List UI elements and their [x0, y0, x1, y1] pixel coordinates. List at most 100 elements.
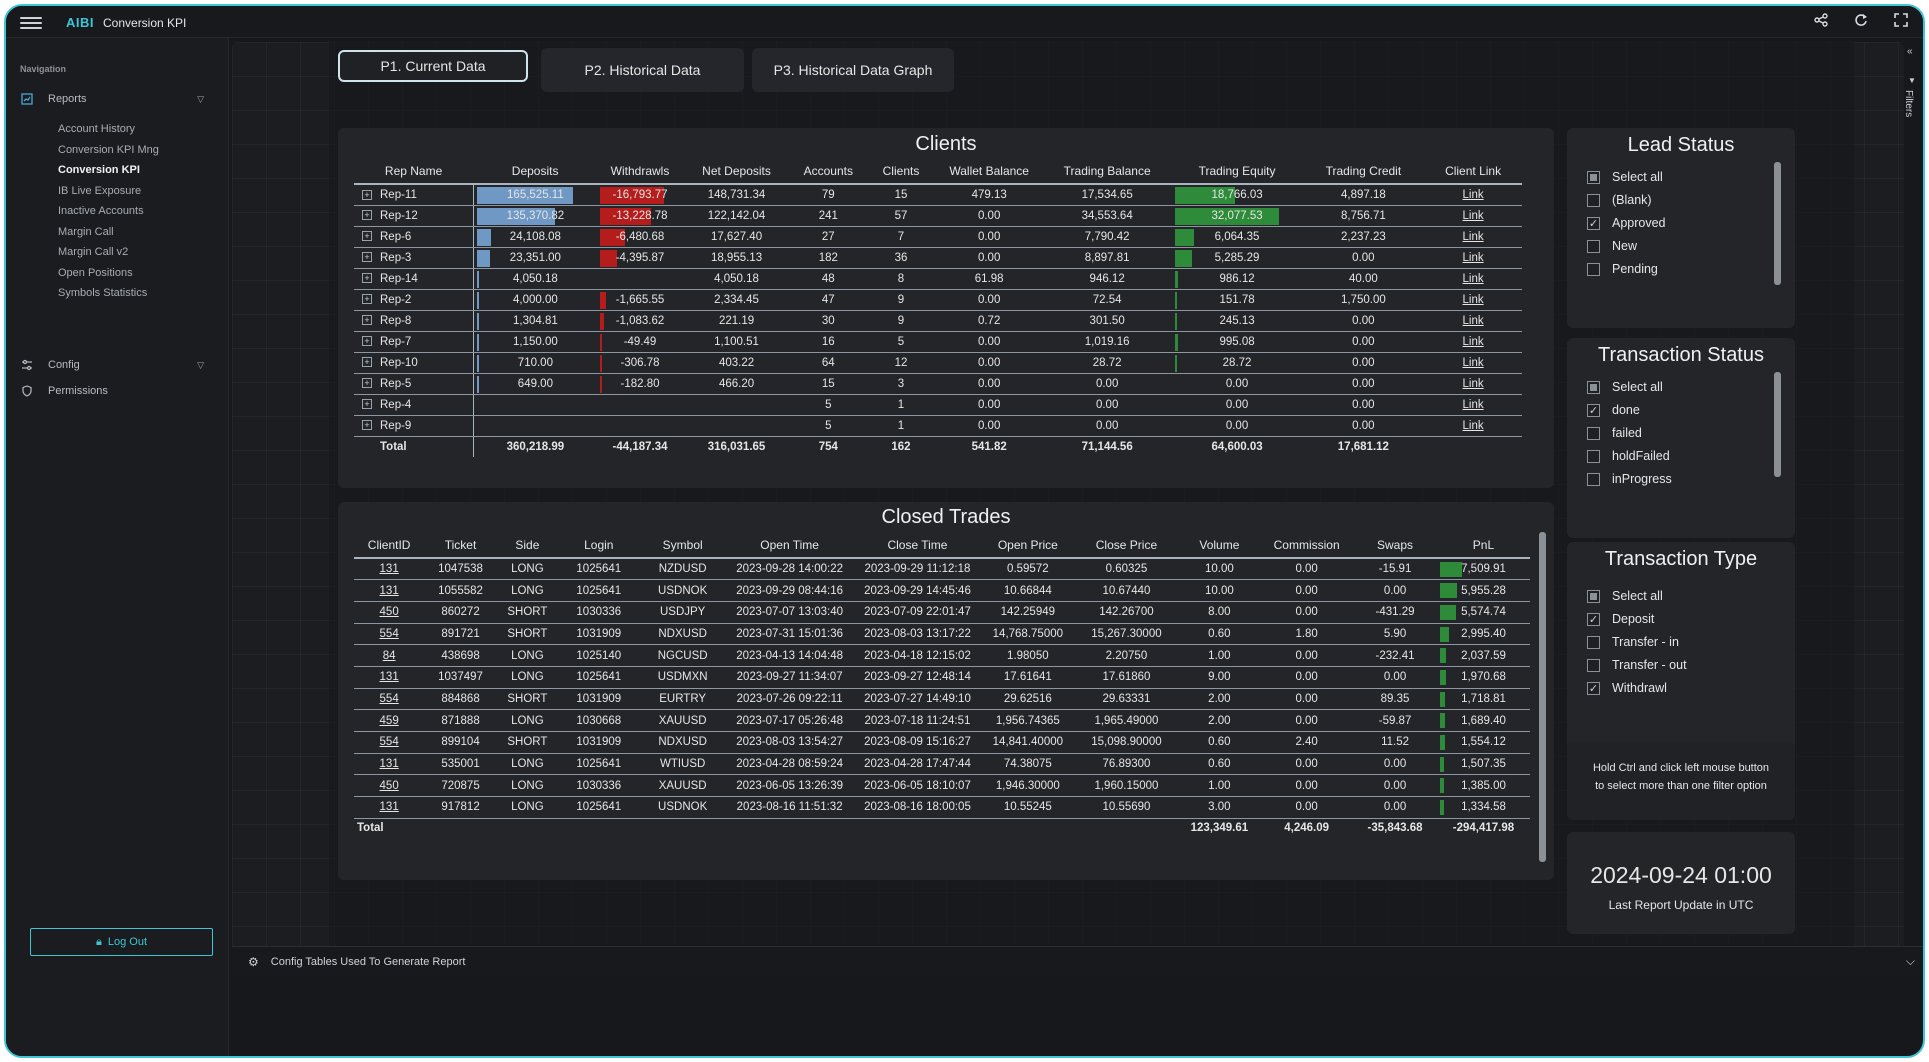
trades-col-header[interactable]: Login [558, 532, 640, 559]
config-tables-bar[interactable]: ⚙ Config Tables Used To Generate Report … [232, 946, 1923, 976]
table-row[interactable]: + Rep-14 4,050.18 4,050.18 48 8 61.98 946.12 986… [354, 268, 1522, 290]
expand-icon[interactable]: + [362, 273, 372, 284]
clients-col-header[interactable]: Trading Equity [1171, 158, 1303, 185]
client-id-link[interactable]: 554 [379, 692, 399, 705]
tab-historical-graph[interactable]: P3. Historical Data Graph [752, 48, 954, 92]
client-link[interactable]: Link [1462, 230, 1484, 243]
table-row[interactable]: 131 1047538 LONG 1025641 NZDUSD 2023-09-28 14… [354, 558, 1530, 581]
sidebar-item-ib-live-exposure[interactable]: IB Live Exposure [58, 184, 142, 197]
client-id-link[interactable]: 84 [382, 649, 396, 662]
expand-icon[interactable]: + [362, 420, 372, 431]
filter-option[interactable]: (Blank) [1587, 193, 1652, 207]
table-row[interactable]: + Rep-7 1,150.00 -49.49 1,100.51 16 5 0.00 1,019… [354, 331, 1522, 353]
table-row[interactable]: + Rep-6 24,108.08 -6,480.68 17,627.40 27 7 0.00… [354, 226, 1522, 248]
expand-icon[interactable]: + [362, 336, 372, 347]
fullscreen-icon[interactable] [1893, 13, 1909, 29]
filter-option[interactable]: ✓ done [1587, 403, 1640, 417]
trades-col-header[interactable]: Side [496, 532, 558, 559]
client-id-link[interactable]: 131 [379, 671, 399, 684]
checkbox[interactable]: ✓ [1587, 216, 1600, 230]
table-row[interactable]: 554 884868 SHORT 1031909 EURTRY 2023-07-26 09… [354, 688, 1530, 711]
trades-col-header[interactable]: Symbol [639, 532, 726, 559]
table-row[interactable]: 554 899104 SHORT 1031909 NDXUSD 2023-08-03 13… [354, 731, 1530, 754]
client-id-link[interactable]: 554 [379, 736, 399, 749]
trades-col-header[interactable]: Ticket [424, 532, 497, 559]
trades-col-header[interactable]: PnL [1436, 532, 1530, 559]
checkbox[interactable] [1587, 239, 1600, 253]
clients-col-header[interactable]: Trading Credit [1302, 158, 1425, 185]
table-row[interactable]: 131 1037497 LONG 1025641 USDMXN 2023-09-27 11… [354, 666, 1530, 689]
nav-permissions[interactable]: Permissions [20, 382, 108, 400]
checkbox[interactable]: ✓ [1587, 403, 1600, 417]
trades-scrollbar[interactable] [1539, 532, 1546, 862]
refresh-icon[interactable] [1853, 13, 1869, 29]
table-row[interactable]: + Rep-4 5 1 0.00 0.00 0.00 0.00 Link [354, 394, 1522, 416]
table-row[interactable]: + Rep-10 710.00 -306.78 403.22 64 12 0.00 28.72 2… [354, 352, 1522, 374]
clients-col-header[interactable]: Withdrawls [597, 158, 683, 185]
clients-col-header[interactable]: Accounts [790, 158, 867, 185]
collapse-icon[interactable]: « [1907, 46, 1913, 57]
client-link[interactable]: Link [1462, 377, 1484, 390]
client-id-link[interactable]: 131 [379, 758, 399, 771]
filter-option[interactable]: Transfer - in [1587, 635, 1679, 649]
clients-col-header[interactable]: Clients [866, 158, 936, 185]
filter-option[interactable]: Select all [1587, 170, 1663, 184]
checkbox[interactable]: ✓ [1587, 681, 1600, 695]
expand-icon[interactable]: + [362, 357, 372, 368]
checkbox[interactable]: ✓ [1587, 612, 1600, 626]
client-link[interactable]: Link [1462, 251, 1484, 264]
tab-current-data[interactable]: P1. Current Data [338, 50, 528, 82]
table-row[interactable]: 450 720875 LONG 1030336 XAUUSD 2023-06-05 13:… [354, 774, 1530, 798]
clients-col-header[interactable]: Deposits [473, 158, 598, 185]
checkbox[interactable] [1587, 589, 1600, 603]
trades-col-header[interactable]: Open Price [981, 532, 1075, 559]
table-row[interactable]: + Rep-2 4,000.00 -1,665.55 2,334.45 47 9 0.00 72… [354, 289, 1522, 311]
table-row[interactable]: + Rep-11 165,525.11 -16,793.77 148,731.34 79 1… [354, 184, 1522, 206]
clients-col-header[interactable]: Net Deposits [682, 158, 791, 185]
table-row[interactable]: 459 871888 LONG 1030668 XAUUSD 2023-07-17 05:… [354, 709, 1530, 732]
table-row[interactable]: + Rep-8 1,304.81 -1,083.62 221.19 30 9 0.72 301.… [354, 310, 1522, 332]
filter-option[interactable]: Select all [1587, 380, 1663, 394]
table-row[interactable]: + Rep-5 649.00 -182.80 466.20 15 3 0.00 0.00 0.00… [354, 373, 1522, 395]
trades-col-header[interactable]: Swaps [1353, 532, 1437, 559]
filter-option[interactable]: New [1587, 239, 1637, 253]
checkbox[interactable] [1587, 635, 1600, 649]
checkbox[interactable] [1587, 170, 1600, 184]
expand-icon[interactable]: + [362, 231, 372, 242]
trades-col-header[interactable]: Close Time [853, 532, 982, 559]
trades-col-header[interactable]: Volume [1178, 532, 1261, 559]
logout-button[interactable]: 🔒︎ Log Out [30, 928, 213, 956]
filter-option[interactable]: Transfer - out [1587, 658, 1687, 672]
rep-name-cell[interactable]: + Rep-2 [354, 289, 474, 311]
client-id-link[interactable]: 131 [379, 801, 399, 814]
rep-name-cell[interactable]: + Rep-8 [354, 310, 474, 332]
table-row[interactable]: 554 891721 SHORT 1031909 NDXUSD 2023-07-31 15… [354, 623, 1530, 646]
rep-name-cell[interactable]: + Rep-6 [354, 226, 474, 248]
checkbox[interactable] [1587, 449, 1600, 463]
client-id-link[interactable]: 131 [379, 563, 399, 576]
client-link[interactable]: Link [1462, 272, 1484, 285]
client-id-link[interactable]: 450 [379, 779, 399, 792]
filter-option[interactable]: ✓ Deposit [1587, 612, 1654, 626]
rep-name-cell[interactable]: + Rep-7 [354, 331, 474, 353]
share-icon[interactable] [1813, 13, 1829, 29]
client-link[interactable]: Link [1462, 335, 1484, 348]
filter-option[interactable]: Select all [1587, 589, 1663, 603]
rep-name-cell[interactable]: + Rep-11 [354, 184, 474, 206]
clients-col-header[interactable]: Rep Name [354, 158, 474, 185]
clients-col-header[interactable]: Trading Balance [1042, 158, 1172, 185]
filter-option[interactable]: ✓ Approved [1587, 216, 1666, 230]
table-row[interactable]: 131 1055582 LONG 1025641 USDNOK 2023-09-29 08… [354, 579, 1530, 602]
client-link[interactable]: Link [1462, 293, 1484, 306]
client-link[interactable]: Link [1462, 356, 1484, 369]
nav-config[interactable]: Config ▽ [20, 356, 216, 374]
expand-icon[interactable]: + [362, 294, 372, 305]
checkbox[interactable] [1587, 472, 1600, 486]
sidebar-item-conversion-kpi-mng[interactable]: Conversion KPI Mng [58, 143, 159, 156]
trades-col-header[interactable]: Open Time [725, 532, 854, 559]
trades-col-header[interactable]: ClientID [354, 532, 425, 559]
filter-option[interactable]: failed [1587, 426, 1642, 440]
table-row[interactable]: 450 860272 SHORT 1030336 USDJPY 2023-07-07 13… [354, 601, 1530, 624]
rep-name-cell[interactable]: + Rep-3 [354, 247, 474, 269]
table-row[interactable]: + Rep-12 135,370.82 -13,228.78 122,142.04 241… [354, 205, 1522, 227]
